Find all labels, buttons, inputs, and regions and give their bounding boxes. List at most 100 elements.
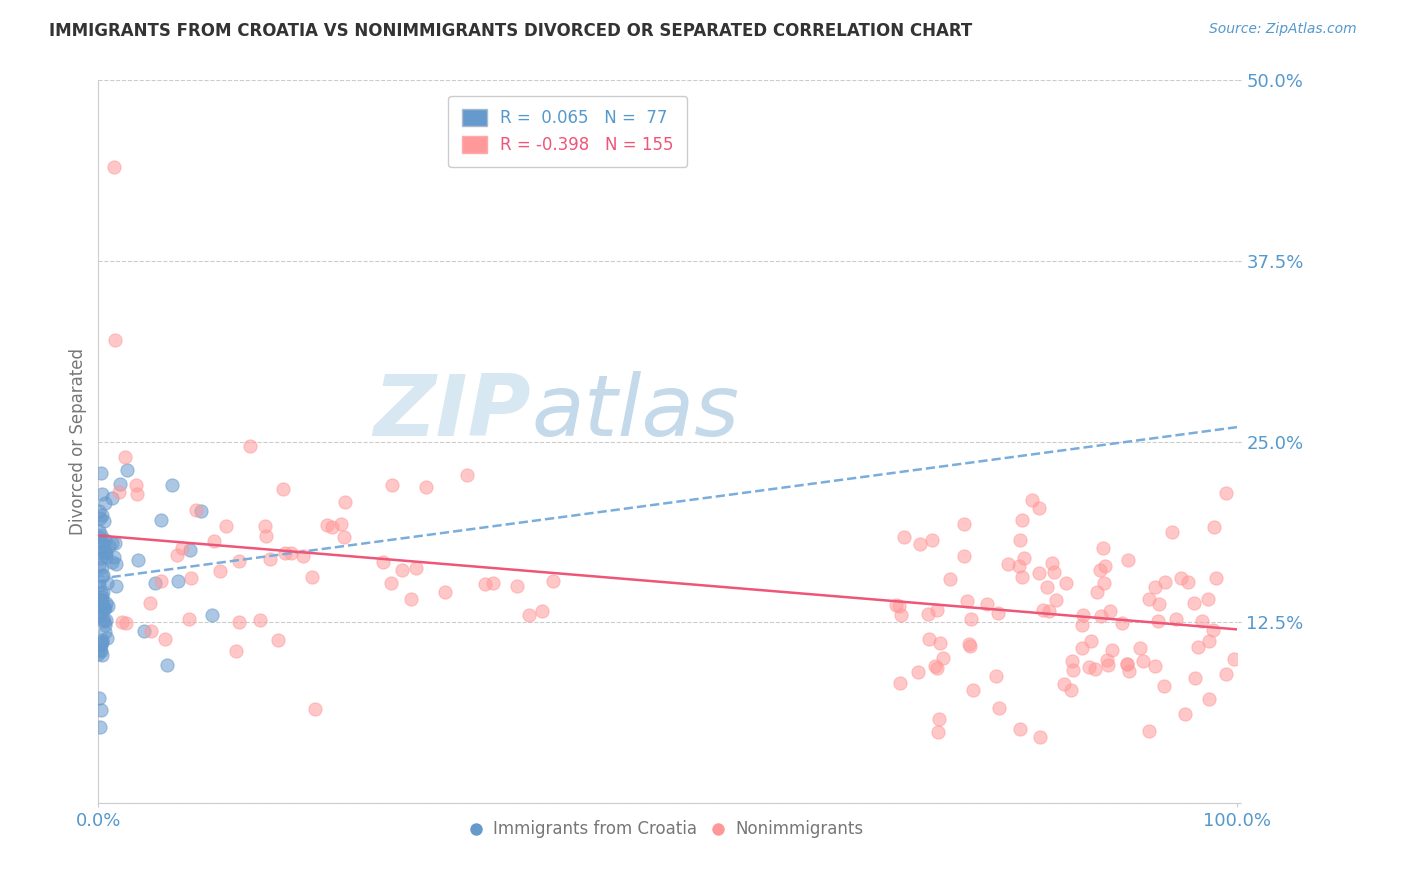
Point <box>1118 664 1140 678</box>
Point <box>89 592 111 607</box>
Point <box>1094 559 1116 574</box>
Point <box>887 599 910 613</box>
Point <box>939 572 962 586</box>
Point <box>101 491 124 506</box>
Point <box>94 496 117 510</box>
Point <box>1202 623 1225 637</box>
Point <box>90 586 112 600</box>
Point <box>179 612 201 626</box>
Point <box>1091 541 1114 556</box>
Point <box>89 545 111 559</box>
Point <box>1198 633 1220 648</box>
Point <box>927 725 949 739</box>
Point <box>107 485 129 500</box>
Point <box>156 657 179 672</box>
Point <box>1028 501 1050 516</box>
Point <box>1197 592 1219 607</box>
Point <box>254 529 277 543</box>
Point <box>101 535 124 549</box>
Point <box>959 612 981 626</box>
Text: Source: ZipAtlas.com: Source: ZipAtlas.com <box>1209 22 1357 37</box>
Point <box>239 439 262 453</box>
Point <box>986 669 1008 683</box>
Point <box>1161 525 1184 540</box>
Point <box>316 517 339 532</box>
Point <box>1115 657 1137 671</box>
Point <box>132 624 155 639</box>
Point <box>1092 576 1115 591</box>
Point <box>301 570 323 584</box>
Point <box>259 551 281 566</box>
Point <box>96 576 118 591</box>
Point <box>925 602 948 616</box>
Point <box>434 584 457 599</box>
Point <box>141 624 163 639</box>
Point <box>94 618 117 632</box>
Point <box>273 482 295 496</box>
Point <box>1080 634 1102 648</box>
Point <box>908 536 931 550</box>
Point <box>1191 614 1213 628</box>
Point <box>1014 551 1036 566</box>
Point <box>127 553 149 567</box>
Point <box>959 639 981 653</box>
Point <box>91 544 114 558</box>
Point <box>1204 520 1226 534</box>
Point <box>925 661 948 675</box>
Point <box>93 602 115 616</box>
Point <box>1008 722 1031 736</box>
Point <box>225 643 247 657</box>
Point <box>1139 724 1161 739</box>
Point <box>96 546 118 560</box>
Point <box>1149 597 1171 611</box>
Point <box>91 633 114 648</box>
Point <box>228 554 250 568</box>
Point <box>988 701 1011 715</box>
Point <box>1038 603 1060 617</box>
Point <box>1143 580 1166 594</box>
Point <box>280 546 302 560</box>
Point <box>91 536 114 550</box>
Point <box>90 591 112 605</box>
Point <box>962 683 984 698</box>
Point <box>104 334 127 348</box>
Point <box>1116 553 1139 567</box>
Point <box>333 531 356 545</box>
Point <box>266 632 288 647</box>
Point <box>1070 641 1092 656</box>
Point <box>917 607 939 621</box>
Legend: Immigrants from Croatia, Nonimmigrants: Immigrants from Croatia, Nonimmigrants <box>465 814 870 845</box>
Text: ZIP: ZIP <box>374 371 531 454</box>
Point <box>90 569 112 583</box>
Point <box>111 615 134 629</box>
Point <box>167 574 190 588</box>
Point <box>91 567 114 582</box>
Point <box>1137 591 1160 606</box>
Point <box>1060 682 1083 697</box>
Point <box>1177 575 1199 590</box>
Point <box>889 675 911 690</box>
Point <box>1215 667 1237 681</box>
Point <box>94 624 117 639</box>
Point <box>179 543 201 558</box>
Point <box>184 503 207 517</box>
Point <box>89 720 111 734</box>
Point <box>1154 575 1177 590</box>
Point <box>139 596 162 610</box>
Point <box>907 665 929 680</box>
Point <box>180 571 202 585</box>
Point <box>89 608 111 623</box>
Point <box>1144 659 1167 673</box>
Point <box>1153 679 1175 693</box>
Point <box>90 703 112 717</box>
Point <box>91 634 114 648</box>
Point <box>1147 614 1170 628</box>
Point <box>103 160 125 174</box>
Point <box>1215 486 1237 500</box>
Point <box>932 651 955 665</box>
Point <box>1174 707 1197 722</box>
Point <box>505 579 527 593</box>
Point <box>145 575 167 590</box>
Point <box>93 533 115 547</box>
Point <box>1115 657 1137 672</box>
